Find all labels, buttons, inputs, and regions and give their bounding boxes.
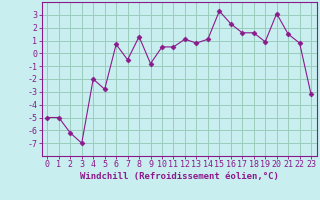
X-axis label: Windchill (Refroidissement éolien,°C): Windchill (Refroidissement éolien,°C) <box>80 172 279 181</box>
